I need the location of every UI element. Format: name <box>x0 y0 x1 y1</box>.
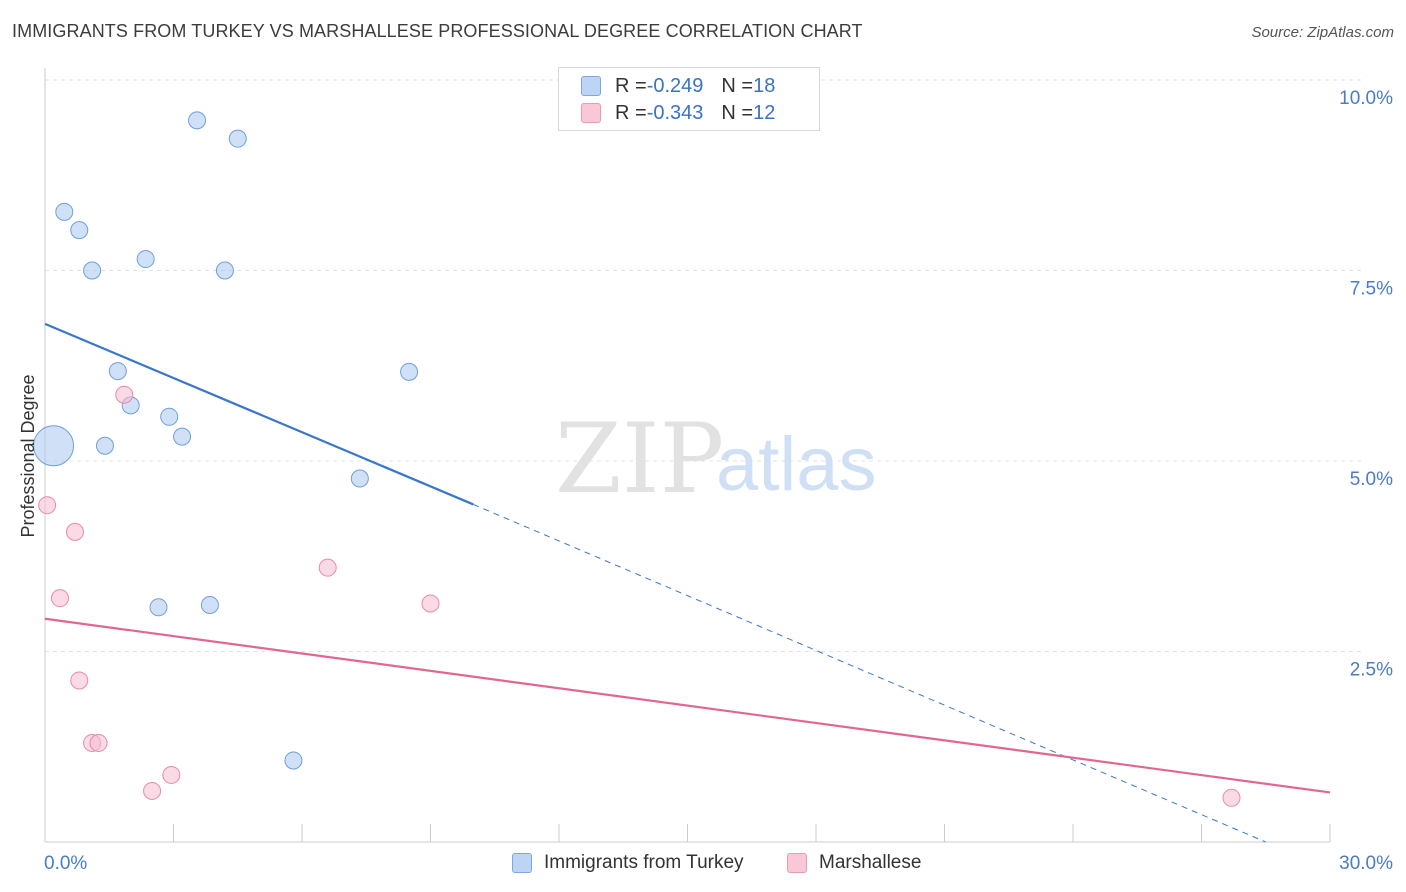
tick-labels: 2.5% 5.0% 7.5% 10.0% 0.0% 30.0% <box>44 88 1393 874</box>
watermark-atlas: atlas <box>716 422 877 507</box>
series-name-marshallese: Marshallese <box>819 852 922 873</box>
series-legend: Immigrants from Turkey Marshallese <box>0 852 1406 878</box>
trend-line-0 <box>44 322 474 506</box>
data-point-turkey <box>188 111 207 130</box>
data-points <box>33 111 1241 807</box>
series-legend-marshallese: Marshallese <box>787 852 921 874</box>
data-point-marshallese <box>318 558 337 577</box>
trend-lines <box>44 322 1331 843</box>
data-point-turkey <box>200 596 219 615</box>
data-point-turkey <box>350 469 369 488</box>
series-name-turkey: Immigrants from Turkey <box>544 852 744 873</box>
legend-n-label: N = <box>721 101 754 124</box>
data-point-marshallese <box>421 594 440 613</box>
grid-lines <box>45 79 1365 652</box>
data-point-marshallese <box>1222 788 1241 807</box>
data-point-turkey <box>33 425 75 467</box>
data-point-turkey <box>215 261 234 280</box>
legend-r-value-marshallese: -0.343 <box>646 101 704 124</box>
y-tick-label: 2.5% <box>1350 660 1393 681</box>
data-point-turkey <box>136 250 155 269</box>
data-point-marshallese <box>50 589 69 608</box>
data-point-marshallese <box>89 733 108 752</box>
chart-title: IMMIGRANTS FROM TURKEY VS MARSHALLESE PR… <box>12 21 863 41</box>
data-point-marshallese <box>143 781 162 800</box>
data-point-turkey <box>70 221 89 240</box>
data-point-marshallese <box>115 385 134 404</box>
data-point-turkey <box>149 598 168 617</box>
legend-row-turkey: R = -0.249 N = 18 <box>581 74 775 98</box>
legend-row-marshallese: R = -0.343 N = 12 <box>581 101 775 125</box>
data-point-turkey <box>228 129 247 148</box>
y-tick-label: 10.0% <box>1339 88 1393 109</box>
x-tick-label: 0.0% <box>44 853 87 874</box>
watermark: ZIP atlas <box>555 403 877 515</box>
y-tick-label: 7.5% <box>1350 279 1393 300</box>
y-tick-label: 5.0% <box>1350 469 1393 490</box>
data-point-marshallese <box>65 522 84 541</box>
y-axis-label: Professional Degree <box>18 374 38 537</box>
data-point-turkey <box>55 202 74 221</box>
trend-line-extension-0 <box>473 503 1266 843</box>
data-point-marshallese <box>162 765 181 784</box>
data-point-turkey <box>95 436 114 455</box>
data-point-turkey <box>83 261 102 280</box>
legend-r-value-turkey: -0.249 <box>646 74 704 97</box>
legend-n-label: N = <box>721 74 754 97</box>
correlation-legend: R = -0.249 N = 18 R = -0.343 N = 12 <box>558 67 820 131</box>
data-point-turkey <box>108 362 127 381</box>
x-tick-label: 30.0% <box>1339 853 1393 874</box>
series-swatch-turkey <box>512 853 532 873</box>
data-point-turkey <box>160 407 179 426</box>
legend-n-value-turkey: 18 <box>753 74 776 97</box>
legend-r-label: R = <box>615 74 647 97</box>
series-swatch-marshallese <box>787 853 807 873</box>
legend-swatch-turkey <box>581 76 601 96</box>
data-point-marshallese <box>38 496 57 515</box>
legend-swatch-marshallese <box>581 103 601 123</box>
source-credit: Source: ZipAtlas.com <box>1251 24 1394 41</box>
watermark-zip: ZIP <box>555 403 724 515</box>
data-point-marshallese <box>70 671 89 690</box>
legend-n-value-marshallese: 12 <box>753 101 776 124</box>
legend-r-label: R = <box>615 101 647 124</box>
series-legend-turkey: Immigrants from Turkey <box>512 852 744 874</box>
data-point-turkey <box>400 362 419 381</box>
data-point-turkey <box>173 427 192 446</box>
trend-line-1 <box>44 617 1331 794</box>
data-point-turkey <box>284 751 303 770</box>
